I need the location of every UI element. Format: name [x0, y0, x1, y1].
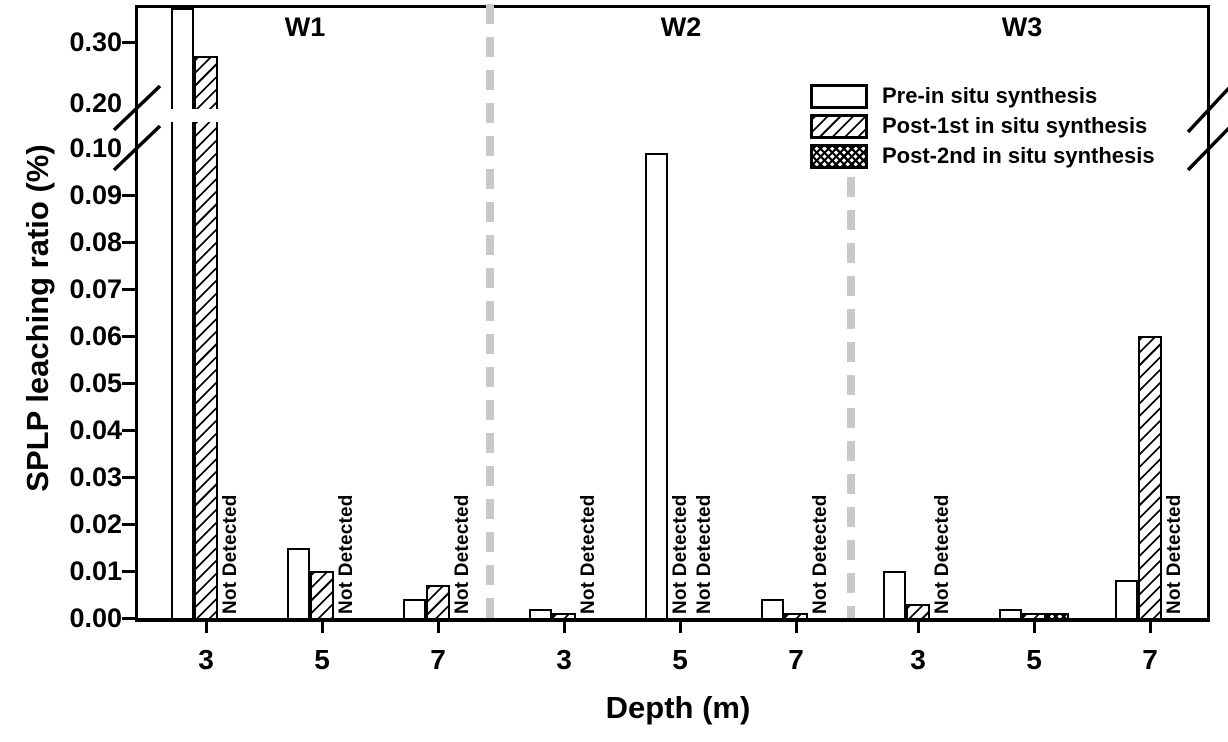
bar-W3-7-s2	[1138, 336, 1162, 620]
y-tick-mark	[122, 240, 135, 244]
x-tick-mark	[1032, 622, 1036, 633]
x-tick-label: 7	[1142, 644, 1158, 675]
x-tick-mark	[678, 622, 682, 633]
not-detected-label: Not Detected	[451, 494, 473, 614]
bar-W2-3-s2	[552, 613, 576, 620]
y-tick-label: 0.00	[69, 603, 122, 633]
bar-W1-5-s2	[310, 571, 334, 620]
x-tick-mark	[794, 622, 798, 633]
bar-W3-3-s1	[882, 571, 907, 620]
y-tick-mark	[122, 334, 135, 338]
y-tick-label: 0.08	[69, 227, 122, 257]
x-tick-label: 7	[788, 644, 804, 675]
not-detected-label: Not Detected	[670, 494, 692, 614]
y-tick-label: 0.07	[69, 274, 122, 304]
not-detected-label: Not Detected	[219, 494, 241, 614]
y-tick-label: 0.09	[69, 180, 122, 210]
bar-W1-7-s2	[426, 585, 450, 620]
y-tick-mark	[122, 381, 135, 385]
legend-item: Post-1st in situ synthesis	[810, 113, 1155, 139]
x-tick-label: 5	[672, 644, 688, 675]
y-tick-label: 0.04	[69, 415, 122, 445]
group-label: W2	[660, 12, 702, 42]
x-tick-mark	[562, 622, 566, 633]
y-tick-mark	[122, 569, 135, 573]
y-tick-label: 0.03	[69, 462, 122, 492]
legend-item: Pre-in situ synthesis	[810, 83, 1155, 109]
bar-W3-5-s3	[1045, 613, 1070, 620]
x-tick-label: 7	[430, 644, 446, 675]
bar-W1-7-s1	[402, 599, 427, 620]
legend-swatch-solid-white	[810, 83, 868, 109]
x-tick-label: 5	[314, 644, 330, 675]
y-tick-mark	[122, 428, 135, 432]
y-tick-label: 0.05	[69, 368, 122, 398]
bar-W2-5-s1	[644, 152, 669, 620]
bar-W2-7-s2	[784, 613, 808, 620]
plot-frame	[135, 5, 1210, 622]
group-divider-w1-w2	[486, 4, 494, 618]
bar-W2-7-s1	[760, 599, 785, 620]
legend-label: Pre-in situ synthesis	[882, 83, 1098, 108]
x-tick-mark	[1148, 622, 1152, 633]
legend-item: Post-2nd in situ synthesis	[810, 143, 1155, 169]
y-tick-label: 0.01	[69, 556, 122, 586]
legend-swatch-crosshatch	[810, 143, 868, 169]
group-divider-w2-w3	[847, 177, 855, 618]
not-detected-label: Not Detected	[693, 494, 715, 614]
not-detected-label: Not Detected	[931, 494, 953, 614]
x-tick-label: 3	[910, 644, 926, 675]
bar-W3-5-s2	[1022, 613, 1046, 620]
x-axis-title: Depth (m)	[605, 690, 751, 725]
x-tick-mark	[916, 622, 920, 633]
bar-W1-3-s2	[194, 56, 218, 620]
y-tick-mark	[122, 40, 135, 44]
bar-W2-3-s1	[528, 608, 553, 620]
y-tick-label: 0.06	[69, 321, 122, 351]
x-tick-label: 3	[198, 644, 214, 675]
y-tick-mark	[122, 475, 135, 479]
bar-W3-3-s2	[906, 603, 930, 620]
y-tick-mark	[122, 522, 135, 526]
legend-swatch-diagonal-hatch	[810, 113, 868, 139]
group-label: W1	[284, 12, 326, 42]
legend-label: Post-1st in situ synthesis	[882, 113, 1148, 138]
y-tick-mark	[122, 287, 135, 291]
y-tick-label: 0.02	[69, 509, 122, 539]
not-detected-label: Not Detected	[577, 494, 599, 614]
not-detected-label: Not Detected	[335, 494, 357, 614]
legend-label: Post-2nd in situ synthesis	[882, 143, 1155, 168]
bar-W3-7-s1	[1114, 580, 1139, 620]
not-detected-label: Not Detected	[1163, 494, 1185, 614]
not-detected-label: Not Detected	[809, 494, 831, 614]
bar-W1-3-s1	[170, 8, 195, 620]
y-tick-label: 0.30	[69, 27, 122, 57]
x-tick-mark	[320, 622, 324, 633]
y-tick-mark	[122, 193, 135, 197]
legend: Pre-in situ synthesis Post-1st in situ sy…	[810, 83, 1155, 174]
x-tick-mark	[204, 622, 208, 633]
group-label: W3	[1001, 12, 1043, 42]
y-axis-title: SPLP leaching ratio (%)	[20, 144, 55, 492]
x-tick-label: 5	[1026, 644, 1042, 675]
x-tick-label: 3	[556, 644, 572, 675]
x-tick-mark	[436, 622, 440, 633]
bar-W1-5-s1	[286, 547, 311, 620]
axis-break-gap	[139, 109, 484, 122]
bar-W3-5-s1	[998, 608, 1023, 620]
y-tick-mark	[122, 616, 135, 620]
